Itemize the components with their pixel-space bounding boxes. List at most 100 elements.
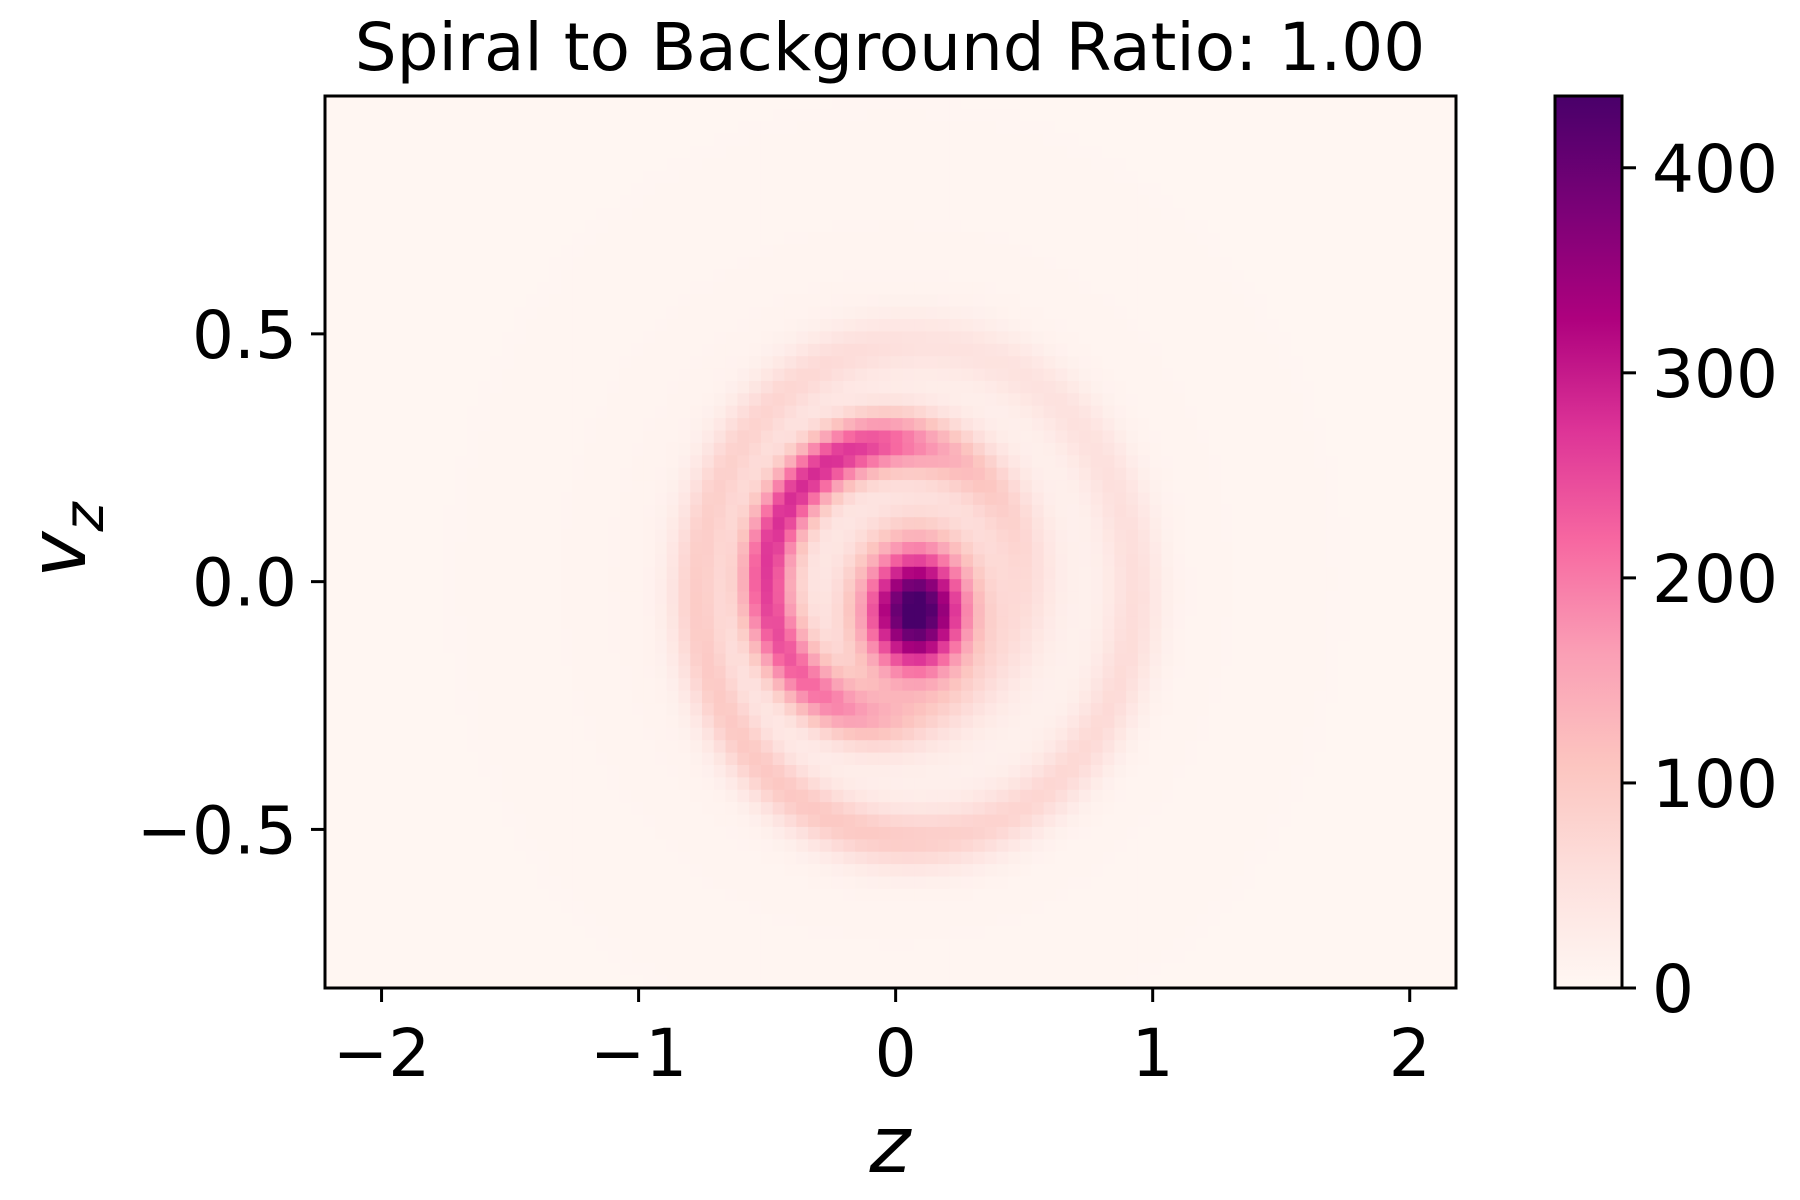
heatmap-cell	[1173, 170, 1186, 184]
heatmap-cell	[325, 319, 338, 332]
heatmap-cell	[972, 393, 986, 407]
heatmap-cell	[1432, 517, 1445, 531]
heatmap-cell	[442, 294, 456, 308]
heatmap-cell	[1020, 207, 1033, 221]
heatmap-cell	[796, 257, 809, 271]
heatmap-cell	[1432, 579, 1445, 593]
heatmap-cell	[442, 665, 456, 679]
heatmap-cell	[725, 467, 738, 481]
heatmap-cell	[961, 430, 974, 444]
heatmap-cell	[1149, 133, 1163, 147]
heatmap-cell	[489, 715, 503, 729]
heatmap-cell	[1137, 207, 1151, 221]
heatmap-cell	[407, 306, 420, 320]
heatmap-cell	[819, 653, 833, 667]
heatmap-cell	[1020, 96, 1033, 109]
heatmap-cell	[501, 603, 515, 617]
heatmap-cell	[607, 442, 621, 456]
heatmap-cell	[1220, 356, 1233, 370]
heatmap-cell	[914, 467, 927, 481]
heatmap-cell	[419, 319, 432, 332]
heatmap-cell	[1432, 108, 1445, 122]
heatmap-cell	[1420, 641, 1434, 655]
heatmap-cell	[1196, 467, 1210, 481]
heatmap-cell	[1302, 628, 1316, 642]
heatmap-cell	[1420, 405, 1434, 419]
heatmap-cell	[949, 257, 962, 271]
heatmap-cell	[760, 244, 774, 258]
heatmap-cell	[843, 591, 856, 605]
heatmap-cell	[1397, 665, 1410, 679]
heatmap-cell	[1149, 157, 1163, 171]
heatmap-cell	[454, 703, 467, 717]
heatmap-cell	[749, 641, 762, 655]
heatmap-cell	[702, 566, 715, 580]
heatmap-cell	[1020, 715, 1033, 729]
heatmap-cell	[1444, 306, 1457, 320]
heatmap-cell	[1196, 207, 1210, 221]
heatmap-cell	[501, 542, 515, 555]
heatmap-cell	[1361, 703, 1375, 717]
heatmap-cell	[572, 579, 585, 593]
heatmap-cell	[713, 96, 727, 109]
heatmap-cell	[525, 616, 538, 630]
heatmap-cell	[866, 294, 880, 308]
heatmap-cell	[1020, 529, 1033, 543]
heatmap-cell	[383, 133, 397, 147]
heatmap-cell	[1043, 281, 1057, 295]
heatmap-cell	[843, 368, 856, 382]
heatmap-cell	[478, 653, 491, 667]
heatmap-cell	[560, 232, 574, 246]
heatmap-cell	[1208, 727, 1221, 741]
heatmap-cell	[1020, 418, 1033, 432]
heatmap-cell	[1114, 715, 1127, 729]
heatmap-cell	[1279, 566, 1292, 580]
heatmap-cell	[866, 517, 880, 531]
heatmap-cell	[1079, 219, 1092, 233]
heatmap-cell	[866, 641, 880, 655]
heatmap-cell	[336, 368, 350, 382]
heatmap-cell	[1196, 393, 1210, 407]
heatmap-cell	[1196, 690, 1210, 704]
heatmap-cell	[772, 294, 786, 308]
heatmap-cell	[1349, 294, 1363, 308]
heatmap-cell	[1067, 306, 1080, 320]
heatmap-cell	[1114, 442, 1127, 456]
heatmap-cell	[1208, 703, 1221, 717]
heatmap-cell	[501, 492, 515, 506]
heatmap-cell	[1126, 517, 1139, 531]
heatmap-cell	[961, 96, 974, 109]
heatmap-cell	[1408, 219, 1422, 233]
heatmap-cell	[1008, 703, 1021, 717]
heatmap-cell	[1208, 653, 1221, 667]
heatmap-cell	[902, 665, 915, 679]
heatmap-cell	[1349, 269, 1363, 283]
heatmap-cell	[1232, 715, 1245, 729]
heatmap-cell	[325, 182, 338, 196]
heatmap-cell	[784, 368, 797, 382]
heatmap-cell	[1008, 170, 1021, 184]
heatmap-cell	[643, 529, 656, 543]
heatmap-cell	[1243, 492, 1257, 506]
heatmap-cell	[431, 145, 444, 159]
heatmap-cell	[489, 405, 503, 419]
heatmap-cell	[584, 554, 597, 568]
heatmap-cell	[749, 219, 762, 233]
heatmap-cell	[395, 616, 409, 630]
heatmap-cell	[595, 319, 609, 332]
heatmap-cell	[1279, 120, 1292, 134]
heatmap-cell	[749, 294, 762, 308]
heatmap-cell	[372, 170, 385, 184]
heatmap-cell	[1196, 306, 1210, 320]
heatmap-cell	[1149, 653, 1163, 667]
heatmap-cell	[336, 244, 350, 258]
heatmap-cell	[737, 108, 750, 122]
heatmap-cell	[796, 96, 809, 109]
heatmap-cell	[1385, 467, 1398, 481]
heatmap-cell	[1232, 380, 1245, 394]
heatmap-cell	[336, 529, 350, 543]
heatmap-cell	[619, 120, 632, 134]
heatmap-cell	[325, 442, 338, 456]
heatmap-cell	[902, 244, 915, 258]
heatmap-cell	[666, 96, 680, 109]
